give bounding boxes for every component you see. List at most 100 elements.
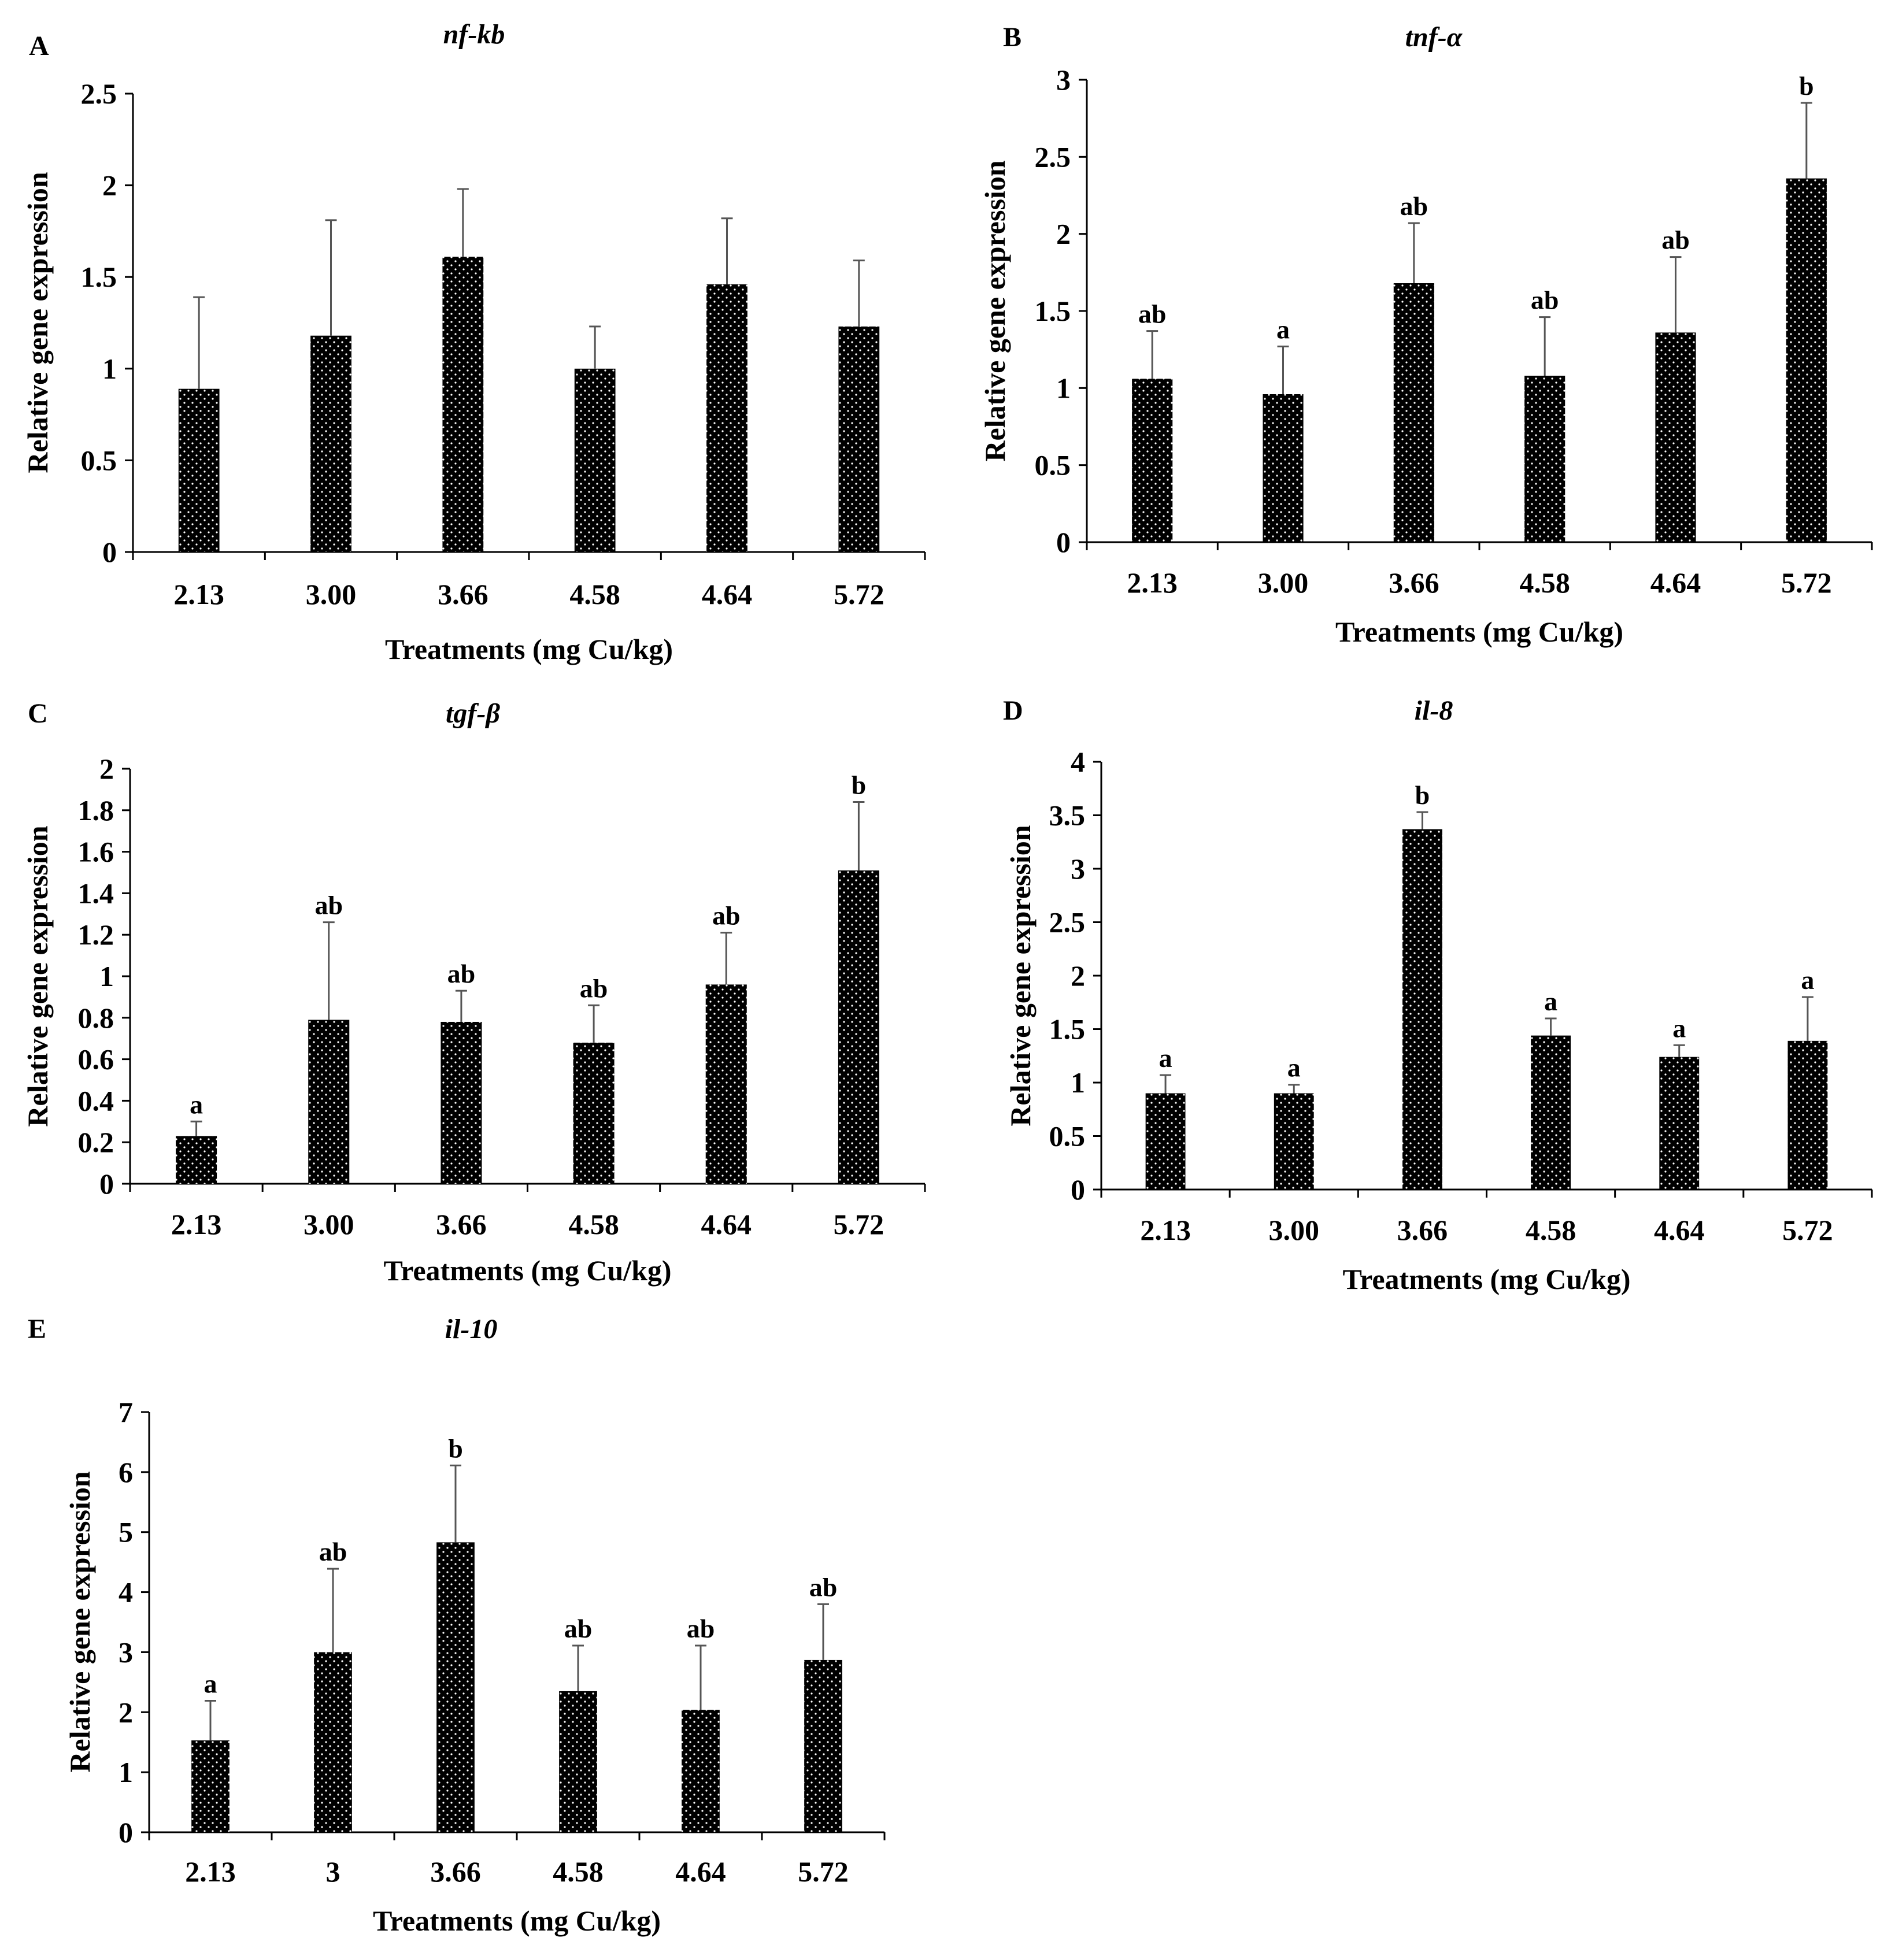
panel-label: C [28, 698, 48, 729]
panel-label: D [1003, 695, 1023, 726]
x-axis-label: Treatments (mg Cu/kg) [383, 1254, 671, 1287]
y-tick-label: 0.5 [81, 444, 117, 476]
y-tick-label: 1 [102, 353, 117, 385]
bar [1655, 332, 1696, 542]
y-tick-label: 4 [1071, 746, 1085, 778]
y-tick-label: 0.5 [1049, 1120, 1086, 1153]
y-tick-label: 0.4 [78, 1084, 114, 1117]
y-tick-label: 2 [102, 169, 117, 202]
x-tick-label: 3.66 [1389, 566, 1439, 599]
bar [682, 1710, 720, 1832]
x-tick-label: 2.13 [171, 1208, 222, 1240]
x-tick-label: 2.13 [1127, 566, 1178, 599]
x-tick-label: 5.72 [798, 1855, 849, 1888]
significance-letter: a [1544, 987, 1557, 1016]
bar [573, 1042, 615, 1184]
chart-title: tgf-β [446, 698, 500, 729]
y-axis-label: Relative gene expression [64, 1471, 96, 1772]
bar [176, 1136, 217, 1184]
bar [310, 335, 351, 552]
y-tick-label: 0.8 [78, 1002, 114, 1034]
significance-letter: ab [1400, 191, 1428, 221]
y-tick-label: 0 [99, 1168, 114, 1200]
x-tick-label: 3.00 [1269, 1214, 1320, 1246]
significance-letter: b [1415, 780, 1430, 810]
x-tick-label: 3.00 [304, 1208, 354, 1240]
x-axis-label: Treatments (mg Cu/kg) [1335, 616, 1623, 648]
x-tick-label: 4.58 [569, 578, 620, 610]
chart-title: il-8 [1415, 695, 1453, 726]
y-axis-label: Relative gene expression [1004, 825, 1037, 1126]
significance-letter: b [1799, 71, 1814, 101]
y-axis-label: Relative gene expression [21, 172, 54, 473]
bar [559, 1691, 597, 1832]
x-tick-label: 5.72 [834, 578, 884, 610]
y-tick-label: 0 [1056, 526, 1071, 558]
significance-letter: ab [1138, 299, 1167, 329]
y-tick-label: 1 [119, 1756, 133, 1788]
y-tick-label: 0 [1071, 1173, 1085, 1206]
y-tick-label: 2 [1071, 959, 1085, 992]
chart-title: tnf-α [1405, 22, 1463, 53]
x-tick-label: 3 [326, 1855, 340, 1888]
y-tick-label: 1 [1071, 1066, 1085, 1099]
y-tick-label: 2.5 [1035, 140, 1071, 173]
significance-letter: a [1276, 314, 1290, 344]
y-tick-label: 2 [1056, 218, 1071, 250]
y-tick-label: 3 [119, 1636, 133, 1668]
x-tick-label: 2.13 [173, 578, 224, 610]
bar [1787, 1040, 1828, 1190]
bar [706, 284, 747, 552]
x-tick-label: 4.58 [553, 1855, 604, 1888]
y-tick-label: 1.5 [1035, 295, 1071, 327]
bar [1659, 1057, 1700, 1190]
bar [1274, 1093, 1314, 1190]
x-axis-label: Treatments (mg Cu/kg) [373, 1905, 661, 1937]
bar [1531, 1035, 1571, 1190]
x-axis-label: Treatments (mg Cu/kg) [1342, 1263, 1630, 1295]
y-tick-label: 0 [102, 536, 117, 568]
y-tick-label: 5 [119, 1516, 133, 1548]
x-tick-label: 5.72 [1782, 1214, 1833, 1246]
y-tick-label: 1.8 [78, 794, 114, 827]
significance-letter: a [1801, 965, 1814, 995]
significance-letter: ab [314, 891, 343, 920]
y-tick-label: 1.5 [81, 261, 117, 293]
panel-label: B [1003, 22, 1021, 53]
significance-letter: a [190, 1090, 203, 1119]
x-tick-label: 3.66 [438, 578, 488, 610]
y-axis-label: Relative gene expression [21, 825, 54, 1127]
bar [442, 257, 484, 552]
significance-letter: ab [580, 973, 608, 1003]
y-tick-label: 4 [119, 1576, 133, 1609]
significance-letter: ab [1531, 286, 1559, 315]
x-tick-label: 4.64 [1650, 566, 1701, 599]
y-tick-label: 3 [1071, 853, 1085, 885]
significance-letter: a [1159, 1043, 1172, 1073]
x-tick-label: 3.00 [1258, 566, 1309, 599]
bar [178, 388, 220, 552]
y-axis-label: Relative gene expression [979, 160, 1011, 461]
significance-letter: a [204, 1669, 217, 1699]
y-tick-label: 1.6 [78, 836, 114, 868]
y-tick-label: 2 [99, 753, 114, 785]
y-tick-label: 1 [1056, 372, 1071, 404]
significance-letter: ab [687, 1614, 715, 1643]
significance-letter: ab [1661, 225, 1690, 255]
bar [436, 1542, 475, 1832]
significance-letter: a [1287, 1053, 1301, 1083]
significance-letter: ab [319, 1537, 347, 1566]
x-tick-label: 4.58 [568, 1208, 619, 1240]
y-tick-label: 3 [1056, 64, 1071, 96]
significance-letter: ab [447, 959, 476, 988]
bar [1132, 379, 1173, 542]
significance-letter: ab [564, 1614, 593, 1643]
bar [441, 1021, 482, 1184]
y-tick-label: 2.5 [81, 77, 117, 110]
bar [314, 1652, 352, 1832]
significance-letter: b [448, 1433, 463, 1463]
